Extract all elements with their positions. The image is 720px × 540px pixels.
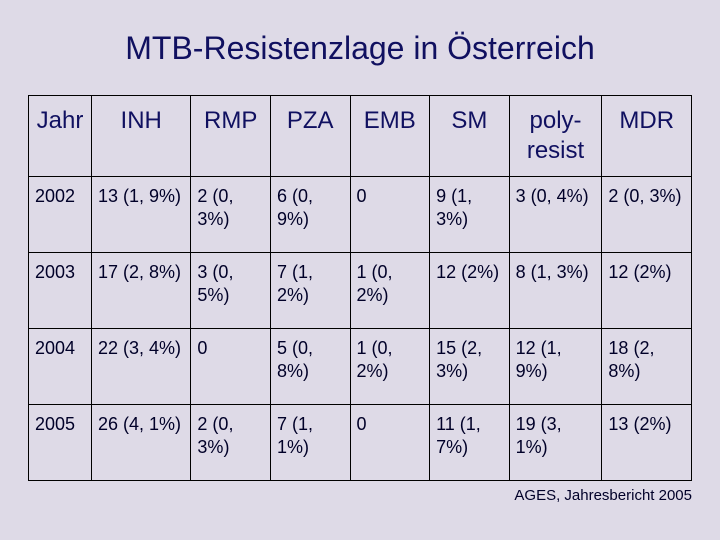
cell-emb: 1 (0, 2%) [350,329,430,405]
table-row: 2005 26 (4, 1%) 2 (0, 3%) 7 (1, 1%) 0 11… [29,405,692,481]
cell-pza: 6 (0, 9%) [270,177,350,253]
cell-sm: 12 (2%) [430,253,510,329]
cell-emb: 1 (0, 2%) [350,253,430,329]
cell-year: 2004 [29,329,92,405]
cell-poly: 8 (1, 3%) [509,253,602,329]
col-mdr: MDR [602,96,692,177]
cell-pza: 7 (1, 1%) [270,405,350,481]
cell-inh: 22 (3, 4%) [91,329,190,405]
cell-year: 2003 [29,253,92,329]
cell-sm: 11 (1, 7%) [430,405,510,481]
col-pza: PZA [270,96,350,177]
cell-inh: 13 (1, 9%) [91,177,190,253]
source-citation: AGES, Jahresbericht 2005 [28,487,692,504]
table-row: 2003 17 (2, 8%) 3 (0, 5%) 7 (1, 2%) 1 (0… [29,253,692,329]
col-inh: INH [91,96,190,177]
col-emb: EMB [350,96,430,177]
cell-year: 2005 [29,405,92,481]
slide: MTB-Resistenzlage in Österreich Jahr INH… [0,0,720,540]
cell-rmp: 2 (0, 3%) [191,405,271,481]
cell-pza: 7 (1, 2%) [270,253,350,329]
cell-pza: 5 (0, 8%) [270,329,350,405]
cell-poly: 3 (0, 4%) [509,177,602,253]
cell-mdr: 13 (2%) [602,405,692,481]
cell-sm: 15 (2, 3%) [430,329,510,405]
cell-inh: 26 (4, 1%) [91,405,190,481]
col-jahr: Jahr [29,96,92,177]
cell-sm: 9 (1, 3%) [430,177,510,253]
col-sm: SM [430,96,510,177]
cell-mdr: 2 (0, 3%) [602,177,692,253]
table-row: 2004 22 (3, 4%) 0 5 (0, 8%) 1 (0, 2%) 15… [29,329,692,405]
col-rmp: RMP [191,96,271,177]
cell-rmp: 2 (0, 3%) [191,177,271,253]
cell-emb: 0 [350,405,430,481]
resistance-table: Jahr INH RMP PZA EMB SM poly-resist MDR … [28,95,692,481]
cell-rmp: 3 (0, 5%) [191,253,271,329]
cell-mdr: 18 (2, 8%) [602,329,692,405]
cell-poly: 12 (1, 9%) [509,329,602,405]
cell-rmp: 0 [191,329,271,405]
cell-year: 2002 [29,177,92,253]
cell-inh: 17 (2, 8%) [91,253,190,329]
table-row: 2002 13 (1, 9%) 2 (0, 3%) 6 (0, 9%) 0 9 … [29,177,692,253]
col-poly: poly-resist [509,96,602,177]
table-header-row: Jahr INH RMP PZA EMB SM poly-resist MDR [29,96,692,177]
cell-mdr: 12 (2%) [602,253,692,329]
slide-title: MTB-Resistenzlage in Österreich [28,30,692,67]
cell-poly: 19 (3, 1%) [509,405,602,481]
cell-emb: 0 [350,177,430,253]
